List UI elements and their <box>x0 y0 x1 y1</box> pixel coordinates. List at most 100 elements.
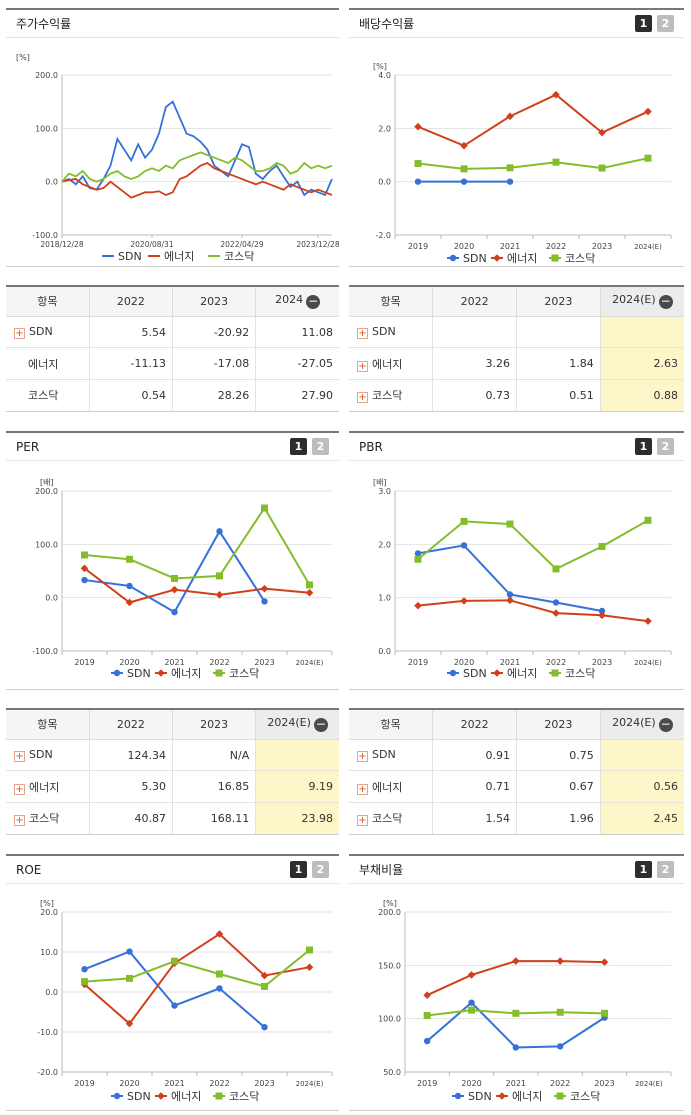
series-line-sdn <box>426 1001 606 1049</box>
column-header: 2022 <box>432 287 517 317</box>
x-tick-label: 2022 <box>209 1079 229 1088</box>
legend-marker-sdn <box>113 1092 121 1100</box>
x-tick-label: 2021 <box>500 242 520 251</box>
expand-plus-icon[interactable]: + <box>357 751 368 763</box>
page-2-button[interactable]: 2 <box>312 438 329 455</box>
data-point-kosdaq <box>414 555 422 563</box>
table-row: + 에너지 5.30 16.85 9.19 <box>6 770 339 803</box>
page-1-button[interactable]: 1 <box>290 861 307 878</box>
expand-plus-icon[interactable]: + <box>14 328 25 340</box>
dividend-panel: 배당수익률 1 2 [%] 4.0 2.0 0.0 -2.0 2019 2020 2021 20… <box>349 8 684 267</box>
value-cell: 16.85 <box>172 770 257 803</box>
data-point-sdn <box>414 550 422 557</box>
panel-title: 배당수익률 <box>359 17 415 31</box>
per-chart: [배]200.0 100.0 0.0 -100.0 2019 2020 2021 2022 20… <box>32 478 333 680</box>
x-tick-label: 2022 <box>546 242 566 251</box>
x-tick-label: 2020 <box>461 1079 481 1088</box>
table-header-row: 항목 2022 2023 2024(E) − <box>349 710 684 740</box>
collapse-icon[interactable]: − <box>658 294 673 310</box>
unit-label: [배] <box>40 478 54 487</box>
row-name: 에너지 <box>29 780 60 794</box>
page-2-button[interactable]: 2 <box>657 15 674 32</box>
x-tick-label: 2019 <box>408 242 428 251</box>
data-point-sdn <box>216 528 223 535</box>
value-cell: 3.26 <box>432 347 517 380</box>
data-point-energy <box>467 971 476 979</box>
collapse-icon[interactable]: − <box>306 294 321 310</box>
column-header-label: 2023 <box>544 717 573 731</box>
value-cell: 5.30 <box>89 770 174 803</box>
page-2-button[interactable]: 2 <box>657 438 674 455</box>
row-name: SDN <box>372 748 396 762</box>
data-point-energy <box>556 957 564 965</box>
pager: 1 2 <box>635 861 674 878</box>
row-name-cell: + 에너지 <box>6 770 90 803</box>
expand-plus-icon[interactable]: + <box>357 392 368 404</box>
legend-marker-sdn <box>449 254 457 262</box>
column-header: 2023 <box>516 710 601 740</box>
value-cell: 168.11 <box>172 802 257 834</box>
value-cell: 0.56 <box>600 770 684 803</box>
data-point-kosdaq <box>506 164 514 172</box>
value-cell: 9.19 <box>255 770 339 803</box>
value-cell <box>600 739 684 772</box>
expand-plus-icon[interactable]: + <box>14 783 25 795</box>
x-tick-label: 2018/12/28 <box>40 240 83 249</box>
page-2-button[interactable]: 2 <box>312 861 329 878</box>
y-tick-label: 200.0 <box>378 908 401 917</box>
table-row: + SDN 124.34 N/A <box>6 739 339 772</box>
data-point-energy <box>305 963 314 971</box>
data-point-energy <box>80 564 89 573</box>
panel-header: 부채비율 1 2 <box>349 856 684 884</box>
legend-label-kosdaq: 코스닥 <box>565 667 595 680</box>
page-1-button[interactable]: 1 <box>290 438 307 455</box>
column-header: 2023 <box>172 287 257 317</box>
expand-plus-icon[interactable]: + <box>357 360 368 372</box>
collapse-icon[interactable]: − <box>313 717 328 733</box>
data-point-sdn <box>598 607 606 615</box>
chart-legend: SDN 에너지 코스닥 <box>447 252 595 265</box>
y-tick-label: 4.0 <box>378 71 391 80</box>
data-point-kosdaq <box>423 1011 431 1019</box>
legend-label-sdn: SDN <box>468 1090 492 1103</box>
x-tick-label: 2021 <box>506 1079 526 1088</box>
legend-label-sdn: SDN <box>463 252 487 265</box>
column-header-label: 항목 <box>380 718 401 732</box>
page-2-button[interactable]: 2 <box>657 861 674 878</box>
expand-plus-icon[interactable]: + <box>14 751 25 763</box>
page-1-button[interactable]: 1 <box>635 438 652 455</box>
page-1-button[interactable]: 1 <box>635 861 652 878</box>
y-tick-label: -100.0 <box>32 647 58 656</box>
y-tick-label: 100.0 <box>378 1015 401 1024</box>
table-row: + SDN 0.91 0.75 <box>349 739 684 772</box>
legend-marker-energy <box>493 254 501 262</box>
data-point-kosdaq <box>81 551 88 559</box>
data-point-kosdaq <box>598 164 606 172</box>
data-point-kosdaq <box>460 517 468 525</box>
row-name-cell: + SDN <box>349 316 434 349</box>
legend-marker-sdn <box>454 1092 462 1100</box>
series-line-kosdaq <box>84 506 311 586</box>
expand-plus-icon[interactable]: + <box>357 815 368 827</box>
page-1-button[interactable]: 1 <box>635 15 652 32</box>
expand-plus-icon[interactable]: + <box>14 815 25 827</box>
legend-label-kosdaq: 코스닥 <box>229 667 259 680</box>
collapse-icon[interactable]: − <box>658 717 673 733</box>
dividend-chart: [%]4.0 2.0 0.0 -2.0 2019 2020 2021 2022 2023 2024… <box>373 62 672 265</box>
legend-marker-kosdaq <box>556 1092 564 1100</box>
row-name: 에너지 <box>372 357 403 371</box>
table-row: + SDN 5.54 -20.92 11.08 <box>6 316 339 349</box>
column-header-label: 2024(E) <box>612 716 656 730</box>
data-point-kosdaq <box>414 160 422 168</box>
value-cell: 23.98 <box>255 802 339 834</box>
column-header-label: 2022 <box>116 294 145 308</box>
column-header: 항목 <box>349 287 434 317</box>
data-point-sdn <box>81 966 88 973</box>
x-tick-label: 2021 <box>500 658 520 667</box>
unit-label: [%] <box>373 62 387 71</box>
expand-plus-icon[interactable]: + <box>357 783 368 795</box>
column-header: 2023 <box>172 710 257 740</box>
data-point-sdn <box>414 178 422 185</box>
expand-plus-icon[interactable]: + <box>357 328 368 340</box>
legend-label-energy: 에너지 <box>164 250 194 263</box>
